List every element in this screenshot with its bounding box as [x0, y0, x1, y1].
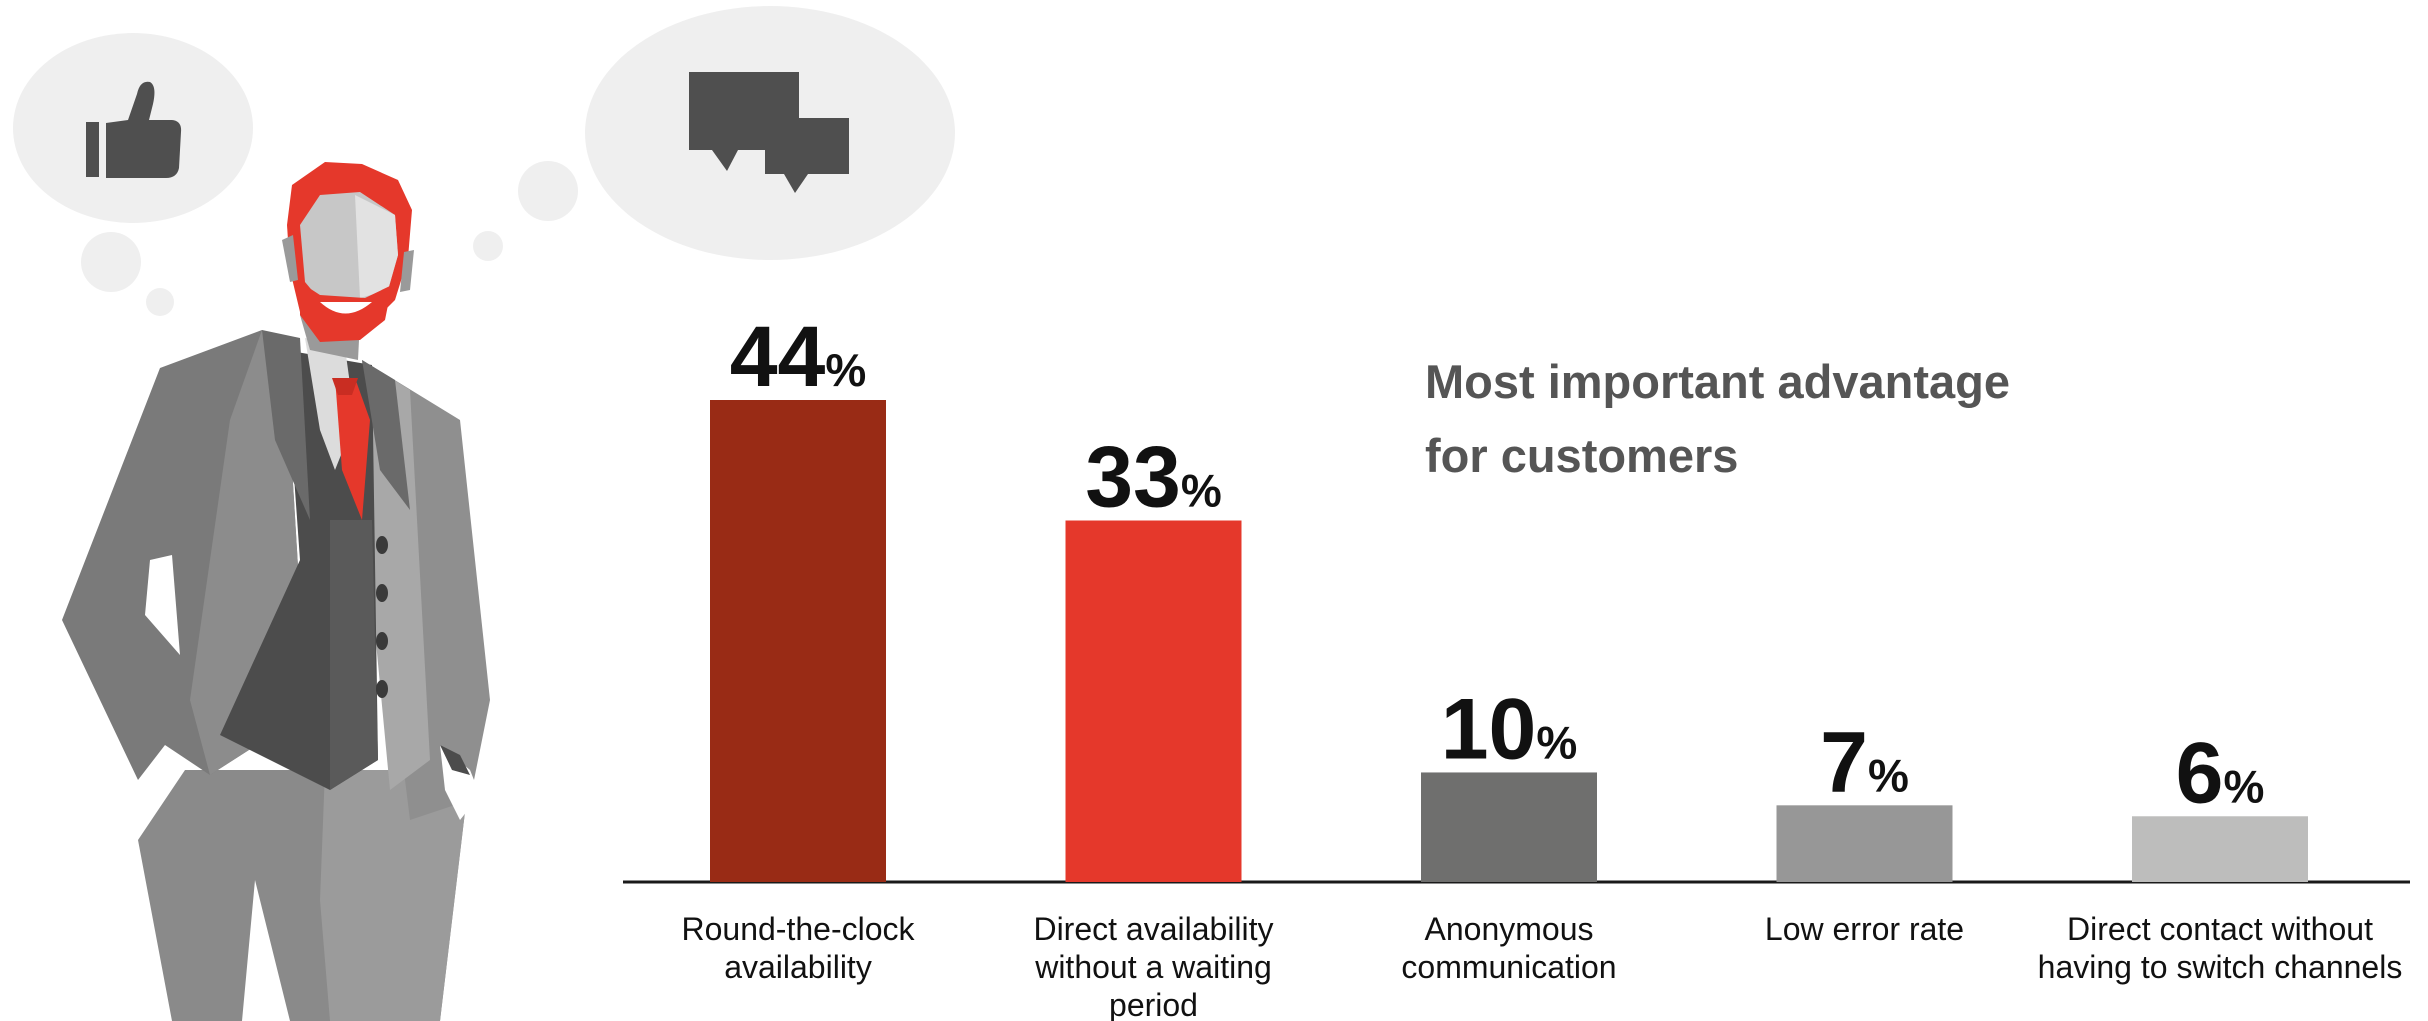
category-label-line: Low error rate	[1765, 911, 1964, 947]
category-label-line: without a waiting	[1034, 949, 1272, 985]
chart-title-line-1: Most important advantage	[1425, 355, 2010, 408]
chart-title: Most important advantage for customers	[1425, 345, 2225, 493]
category-label-line: Anonymous	[1425, 911, 1594, 947]
category-label-1: Round-the-clock availability	[682, 911, 916, 985]
value-number: 44	[730, 309, 826, 405]
value-number: 6	[2176, 725, 2224, 821]
category-label-4: Low error rate	[1765, 911, 1964, 947]
bar-1	[710, 400, 886, 882]
value-label-3: 10%	[1441, 681, 1578, 777]
value-label-2: 33%	[1085, 430, 1222, 526]
businessman-illustration	[62, 162, 490, 1021]
value-unit: %	[1868, 749, 1909, 801]
value-label-4: 7%	[1820, 714, 1909, 810]
category-label-line: having to switch channels	[2038, 949, 2403, 985]
value-unit: %	[825, 344, 866, 396]
chart-title-line-2: for customers	[1425, 429, 1739, 482]
value-label-5: 6%	[2176, 725, 2265, 821]
value-unit: %	[2223, 760, 2264, 812]
category-label-line: Round-the-clock	[682, 911, 916, 947]
value-number: 10	[1441, 681, 1537, 777]
category-label-5: Direct contact without having to switch c…	[2038, 911, 2403, 985]
bar-5	[2132, 816, 2308, 882]
value-number: 33	[1085, 430, 1181, 526]
category-label-line: Direct contact without	[2067, 911, 2373, 947]
bar-4	[1776, 805, 1953, 882]
thumbs-up-icon	[86, 81, 182, 178]
bar-2	[1065, 520, 1242, 882]
value-unit: %	[1181, 465, 1222, 517]
bars-group	[710, 400, 2308, 882]
value-number: 7	[1820, 714, 1868, 810]
category-label-line: period	[1109, 987, 1198, 1021]
speech-bubbles-icon	[689, 72, 849, 193]
category-label-line: Direct availability	[1033, 911, 1273, 947]
category-label-line: availability	[724, 949, 872, 985]
value-labels-group: 44%33%10% 7% 6%	[730, 309, 2265, 821]
bar-3	[1421, 772, 1597, 882]
category-label-line: communication	[1401, 949, 1616, 985]
category-labels-group: Round-the-clock availability Direct availa…	[682, 911, 2403, 1021]
category-label-2: Direct availability without a waiting peri…	[1033, 911, 1273, 1021]
value-label-1: 44%	[730, 309, 867, 405]
category-label-3: Anonymous communication	[1401, 911, 1616, 985]
value-unit: %	[1536, 716, 1577, 768]
